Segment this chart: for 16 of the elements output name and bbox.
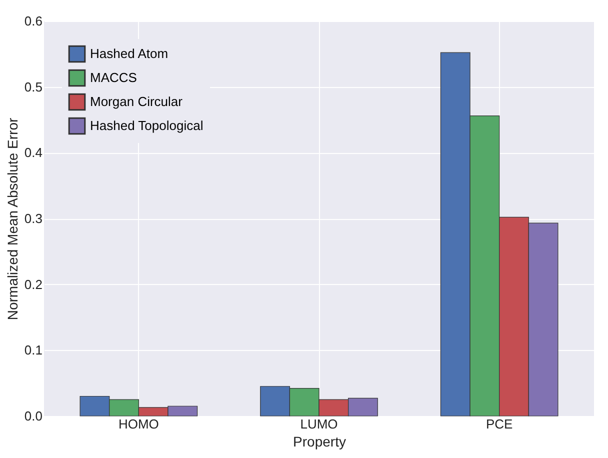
y-tick-label: 0.2 <box>24 276 42 292</box>
x-tick-label: PCE <box>486 416 514 432</box>
y-tick-label: 0.0 <box>24 408 42 424</box>
x-axis-title: Property <box>293 434 346 450</box>
y-tick-label: 0.5 <box>24 79 42 94</box>
legend-label: Hashed Topological <box>90 118 204 133</box>
y-tick-label: 0.6 <box>24 14 42 28</box>
y-tick-label: 0.3 <box>24 211 42 226</box>
y-tick-label: 0.4 <box>24 145 42 160</box>
y-axis-title: Normalized Mean Absolute Error <box>4 118 20 320</box>
y-tick-label: 0.1 <box>24 342 42 358</box>
x-tick-label: LUMO <box>300 416 338 432</box>
x-tick-label: HOMO <box>118 416 159 432</box>
legend-label: Hashed Atom <box>90 46 168 61</box>
legend-label: Morgan Circular <box>90 94 184 109</box>
legend-label: MACCS <box>90 70 138 85</box>
